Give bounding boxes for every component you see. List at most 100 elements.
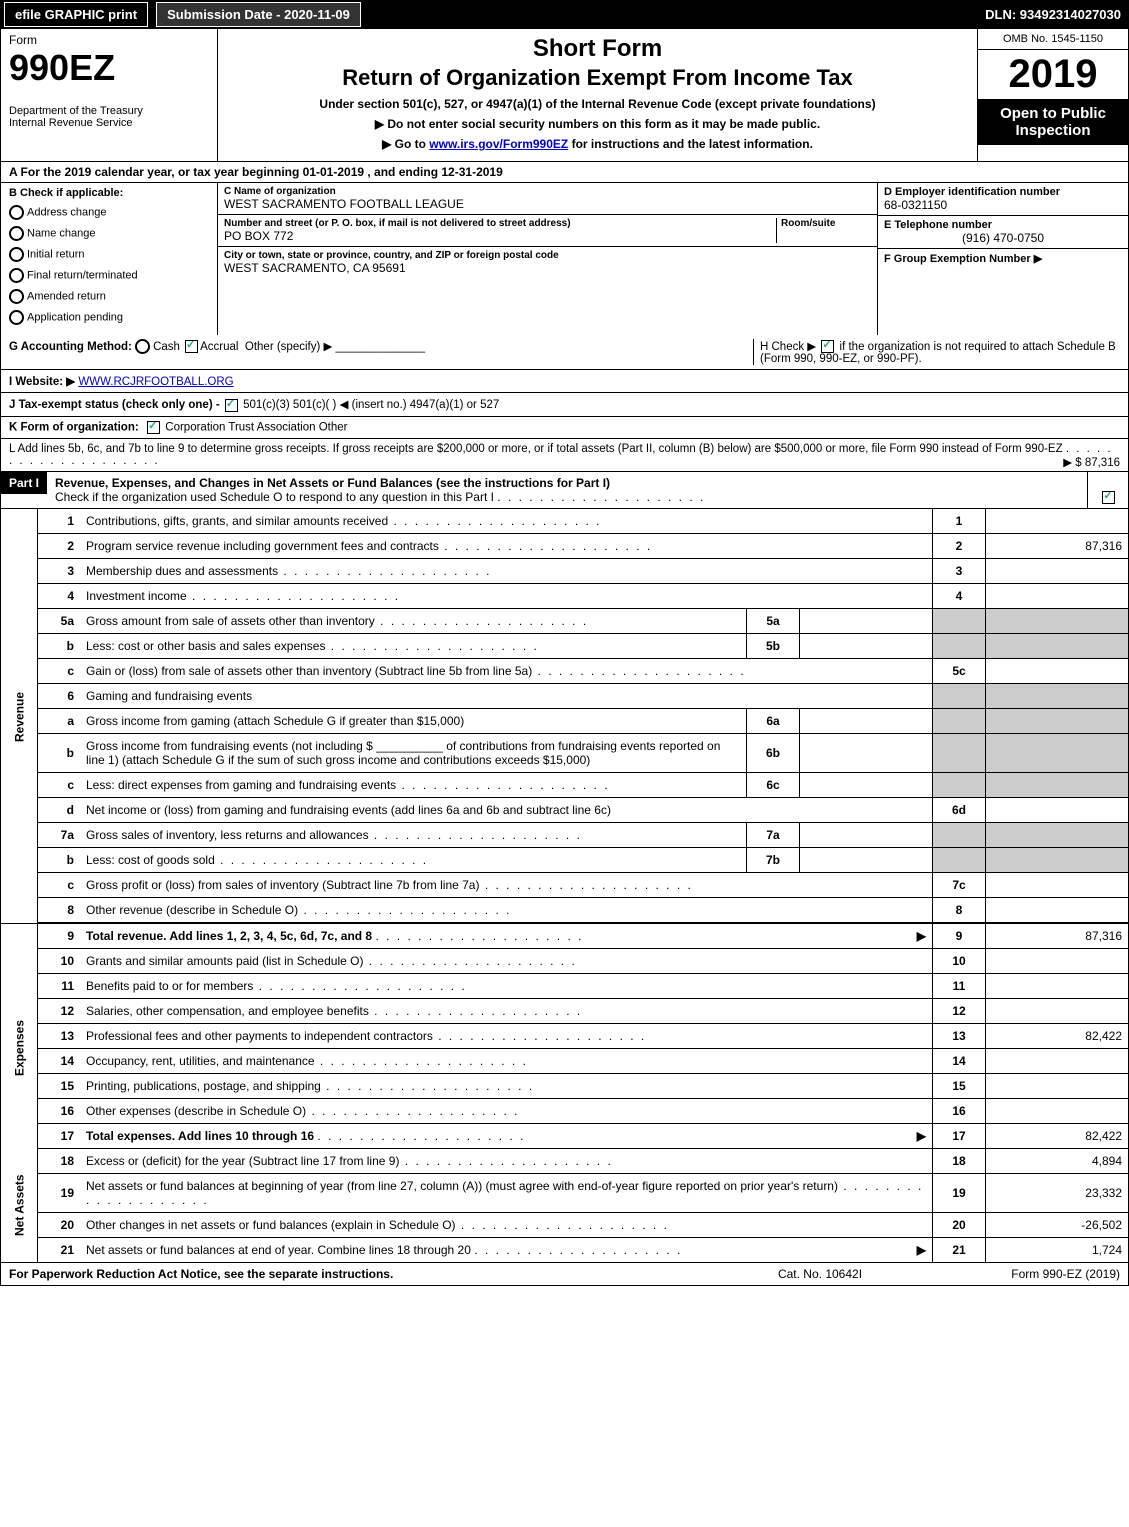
street-label: Number and street (or P. O. box, if mail… <box>224 218 776 229</box>
goto-link[interactable]: www.irs.gov/Form990EZ <box>429 137 568 151</box>
org-name-box: C Name of organization WEST SACRAMENTO F… <box>218 183 877 215</box>
row-gh: G Accounting Method: Cash Accrual Other … <box>0 335 1129 370</box>
out-val: 87,316 <box>986 533 1129 558</box>
out-val: 87,316 <box>986 923 1129 949</box>
line-num: 16 <box>38 1098 81 1123</box>
in-num: 7b <box>747 847 800 872</box>
chk-address-change[interactable] <box>9 205 24 220</box>
chk-501c3[interactable] <box>225 399 238 412</box>
out-shade <box>986 608 1129 633</box>
city-label: City or town, state or province, country… <box>224 250 871 261</box>
line-7c: c Gross profit or (loss) from sales of i… <box>1 872 1129 897</box>
in-num: 6b <box>747 733 800 772</box>
part-i-check-cell <box>1087 472 1128 508</box>
line-14: 14 Occupancy, rent, utilities, and maint… <box>1 1048 1129 1073</box>
goto-line: ▶ Go to www.irs.gov/Form990EZ for instru… <box>226 137 969 151</box>
in-num: 6c <box>747 772 800 797</box>
dept-label: Department of the Treasury <box>9 105 209 117</box>
line-desc: Program service revenue including govern… <box>86 539 652 553</box>
efile-print-button[interactable]: efile GRAPHIC print <box>4 2 148 27</box>
ssn-warning: ▶ Do not enter social security numbers o… <box>226 117 969 131</box>
chk-corporation[interactable] <box>147 421 160 434</box>
out-shade <box>933 822 986 847</box>
chk-amended-return[interactable] <box>9 289 24 304</box>
dots <box>474 1243 682 1257</box>
footer-catalog: Cat. No. 10642I <box>720 1267 920 1281</box>
in-num: 5b <box>747 633 800 658</box>
chk-application-pending[interactable] <box>9 310 24 325</box>
arrow: ▶ <box>917 1243 926 1257</box>
line-5b: b Less: cost or other basis and sales ex… <box>1 633 1129 658</box>
out-val <box>986 583 1129 608</box>
chk-name-change[interactable] <box>9 226 24 241</box>
line-num: 14 <box>38 1048 81 1073</box>
city-box: City or town, state or province, country… <box>218 247 877 278</box>
info-grid: B Check if applicable: Address change Na… <box>0 183 1129 335</box>
chk-label: Address change <box>27 206 107 218</box>
arrow: ▶ <box>917 1129 926 1143</box>
dots <box>497 490 705 504</box>
line-6b: b Gross income from fundraising events (… <box>1 733 1129 772</box>
chk-cash[interactable] <box>135 339 150 354</box>
goto-post: for instructions and the latest informat… <box>572 137 813 151</box>
out-shade <box>986 733 1129 772</box>
line-num: 4 <box>38 583 81 608</box>
section-b-checks: B Check if applicable: Address change Na… <box>1 183 218 335</box>
line-desc: Membership dues and assessments <box>86 564 491 578</box>
out-shade <box>933 683 986 708</box>
line-desc: Salaries, other compensation, and employ… <box>86 1004 582 1018</box>
out-val <box>986 872 1129 897</box>
line-desc: Gross profit or (loss) from sales of inv… <box>86 878 693 892</box>
line-num: b <box>38 847 81 872</box>
line-num: b <box>38 733 81 772</box>
chk-label: Final return/terminated <box>27 269 138 281</box>
chk-label: Name change <box>27 227 96 239</box>
out-num: 17 <box>933 1123 986 1148</box>
line-desc: Excess or (deficit) for the year (Subtra… <box>86 1154 613 1168</box>
chk-accrual[interactable] <box>185 340 198 353</box>
out-shade <box>986 847 1129 872</box>
line-num: d <box>38 797 81 822</box>
dln-label: DLN: 93492314027030 <box>985 7 1129 22</box>
h-text: H Check ▶ <box>760 341 819 353</box>
chk-schedule-b[interactable] <box>821 340 834 353</box>
side-blank <box>1 923 38 949</box>
chk-initial-return[interactable] <box>9 247 24 262</box>
side-net-assets: Net Assets <box>1 1148 38 1262</box>
line-desc: Occupancy, rent, utilities, and maintena… <box>86 1054 528 1068</box>
part-i-check-text: Check if the organization used Schedule … <box>55 490 1079 504</box>
line-desc: Investment income <box>86 589 400 603</box>
out-val <box>986 973 1129 998</box>
chk-final-return[interactable] <box>9 268 24 283</box>
out-num: 1 <box>933 509 986 534</box>
out-num: 19 <box>933 1173 986 1212</box>
in-val <box>800 633 933 658</box>
line-7b: b Less: cost of goods sold 7b <box>1 847 1129 872</box>
line-num: 15 <box>38 1073 81 1098</box>
submission-date-button[interactable]: Submission Date - 2020-11-09 <box>156 2 361 27</box>
l-amount: ▶ $ 87,316 <box>1063 455 1120 469</box>
line-num: 13 <box>38 1023 81 1048</box>
out-val: 4,894 <box>986 1148 1129 1173</box>
line-num: a <box>38 708 81 733</box>
header-right: OMB No. 1545-1150 2019 Open to Public In… <box>977 29 1128 161</box>
group-exemption-label: F Group Exemption Number ▶ <box>884 252 1122 265</box>
out-shade <box>933 772 986 797</box>
out-shade <box>933 608 986 633</box>
k-options: Corporation Trust Association Other <box>165 421 347 433</box>
chk-schedule-o[interactable] <box>1102 491 1115 504</box>
website-link[interactable]: WWW.RCJRFOOTBALL.ORG <box>78 376 233 388</box>
out-val <box>986 897 1129 923</box>
line-num: 18 <box>38 1148 81 1173</box>
line-num: 21 <box>38 1237 81 1262</box>
line-desc: Less: cost of goods sold <box>86 853 428 867</box>
out-num: 6d <box>933 797 986 822</box>
side-revenue: Revenue <box>1 509 38 923</box>
chk-label: Application pending <box>27 311 123 323</box>
line-6: 6 Gaming and fundraising events <box>1 683 1129 708</box>
line-6c: c Less: direct expenses from gaming and … <box>1 772 1129 797</box>
out-num: 8 <box>933 897 986 923</box>
line-desc: Gross income from gaming (attach Schedul… <box>80 708 747 733</box>
line-num: 17 <box>38 1123 81 1148</box>
line-12: 12 Salaries, other compensation, and emp… <box>1 998 1129 1023</box>
